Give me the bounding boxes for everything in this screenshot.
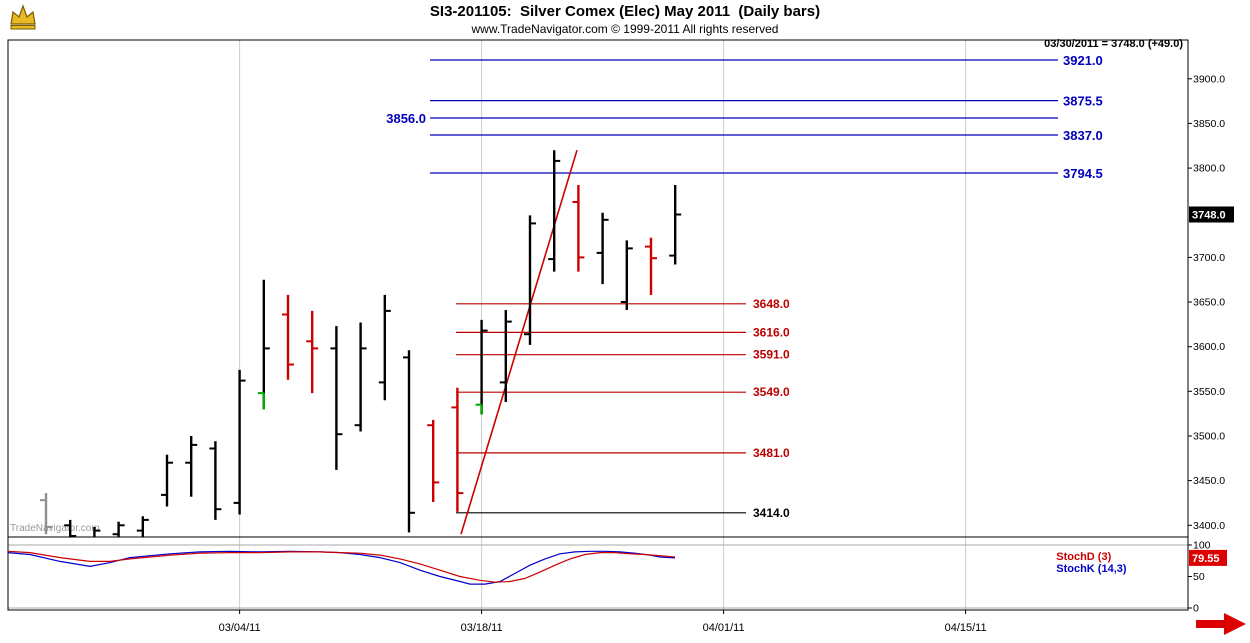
quote-readout: 03/30/2011 = 3748.0 (+49.0) — [1044, 38, 1183, 50]
resistance-levels[interactable]: 3921.0 3875.5 3856.0 3837.0 3794.5 — [386, 53, 1103, 181]
price-bar — [620, 240, 633, 310]
price-bar — [427, 419, 440, 502]
pivot-level[interactable]: 3414.0 — [456, 506, 790, 520]
stochk-legend-label: StochK (14,3) — [1056, 563, 1127, 575]
price-axis: 3900.0 3850.0 3800.0 3700.0 3650.0 3600.0 3550… — [1188, 73, 1225, 532]
stoch-tick-label: 100 — [1193, 540, 1211, 552]
stochastic-legend: StochD (3) StochK (14,3) — [1044, 539, 1127, 587]
date-tick-label: 03/04/11 — [219, 622, 261, 634]
pivot-label: 3414.0 — [753, 506, 790, 520]
trendline[interactable] — [460, 149, 578, 535]
support-label: 3616.0 — [753, 325, 790, 339]
price-tick-label: 3550.0 — [1193, 386, 1225, 398]
price-tick-label: 3700.0 — [1193, 252, 1225, 264]
resistance-label: 3837.0 — [1063, 128, 1103, 143]
ohlc-bars — [40, 150, 682, 537]
stoch-tick-label: 50 — [1193, 571, 1205, 583]
price-bar — [499, 310, 512, 402]
price-bar — [524, 215, 536, 345]
price-bar — [354, 322, 367, 432]
support-levels[interactable]: 3648.0 3616.0 3591.0 3549.0 3481.0 — [456, 297, 790, 460]
price-bar — [403, 350, 415, 533]
price-tick-label: 3450.0 — [1193, 475, 1225, 487]
scroll-right-arrow-icon[interactable] — [1196, 611, 1248, 642]
price-tick-label: 3900.0 — [1193, 73, 1225, 85]
support-label: 3648.0 — [753, 297, 790, 311]
stochastic-plot — [7, 550, 676, 585]
last-price-value: 3748.0 — [1192, 210, 1226, 222]
price-bar — [596, 212, 609, 285]
price-bar — [548, 150, 561, 272]
watermark: TradeNavigator.com — [10, 523, 100, 534]
price-bar — [93, 527, 101, 537]
price-bar — [185, 436, 198, 497]
stochk-line — [7, 550, 676, 585]
panel-borders — [7, 39, 1189, 611]
price-bar — [330, 326, 343, 470]
trade-navigator-logo-icon — [8, 3, 38, 31]
price-bar — [572, 185, 585, 272]
price-tick-label: 3800.0 — [1193, 163, 1225, 175]
resistance-label: 3875.5 — [1063, 94, 1103, 109]
price-bar — [40, 493, 52, 535]
stochd-legend-label: StochD (3) — [1056, 551, 1112, 563]
chart-title: SI3-201105: Silver Comex (Elec) May 2011… — [429, 3, 821, 20]
date-tick-label: 04/01/11 — [703, 622, 745, 634]
last-price-flag: 3748.0 — [1189, 206, 1234, 223]
resistance-label: 3856.0 — [386, 111, 426, 126]
copyright-line: www.TradeNavigator.com © 1999-2011 All r… — [471, 22, 779, 36]
price-bar — [136, 516, 149, 537]
date-axis: 03/04/11 03/18/11 04/01/11 04/15/11 — [219, 610, 987, 634]
stoch-axis: 100 50 0 — [1188, 540, 1211, 615]
date-tick-label: 04/15/11 — [945, 622, 987, 634]
gridlines — [8, 40, 1188, 610]
price-bar — [306, 310, 319, 394]
stochd-line — [7, 550, 676, 583]
resistance-label: 3794.5 — [1063, 166, 1103, 181]
price-tick-label: 3650.0 — [1193, 297, 1225, 309]
stoch-current-value: 79.55 — [1192, 553, 1220, 565]
price-bar — [161, 454, 173, 507]
price-bar — [257, 279, 270, 410]
support-label: 3591.0 — [753, 348, 790, 362]
price-bar — [378, 294, 391, 401]
price-bar — [475, 319, 488, 415]
price-tick-label: 3400.0 — [1193, 520, 1225, 532]
price-bar — [282, 294, 294, 380]
price-tick-label: 3850.0 — [1193, 118, 1225, 130]
support-label: 3549.0 — [753, 385, 790, 399]
price-bar — [451, 387, 464, 512]
resistance-label: 3921.0 — [1063, 53, 1103, 68]
price-bar — [645, 237, 657, 295]
price-bar — [233, 369, 246, 515]
stoch-value-flag: 79.55 — [1189, 549, 1227, 566]
price-bar — [112, 521, 125, 537]
price-tick-label: 3500.0 — [1193, 431, 1225, 443]
date-tick-label: 03/18/11 — [461, 622, 503, 634]
price-tick-label: 3600.0 — [1193, 341, 1225, 353]
price-bar — [64, 519, 77, 537]
price-bar — [669, 185, 682, 265]
price-bar — [209, 441, 222, 520]
support-label: 3481.0 — [753, 446, 790, 460]
stoch-tick-label: 0 — [1193, 603, 1199, 615]
